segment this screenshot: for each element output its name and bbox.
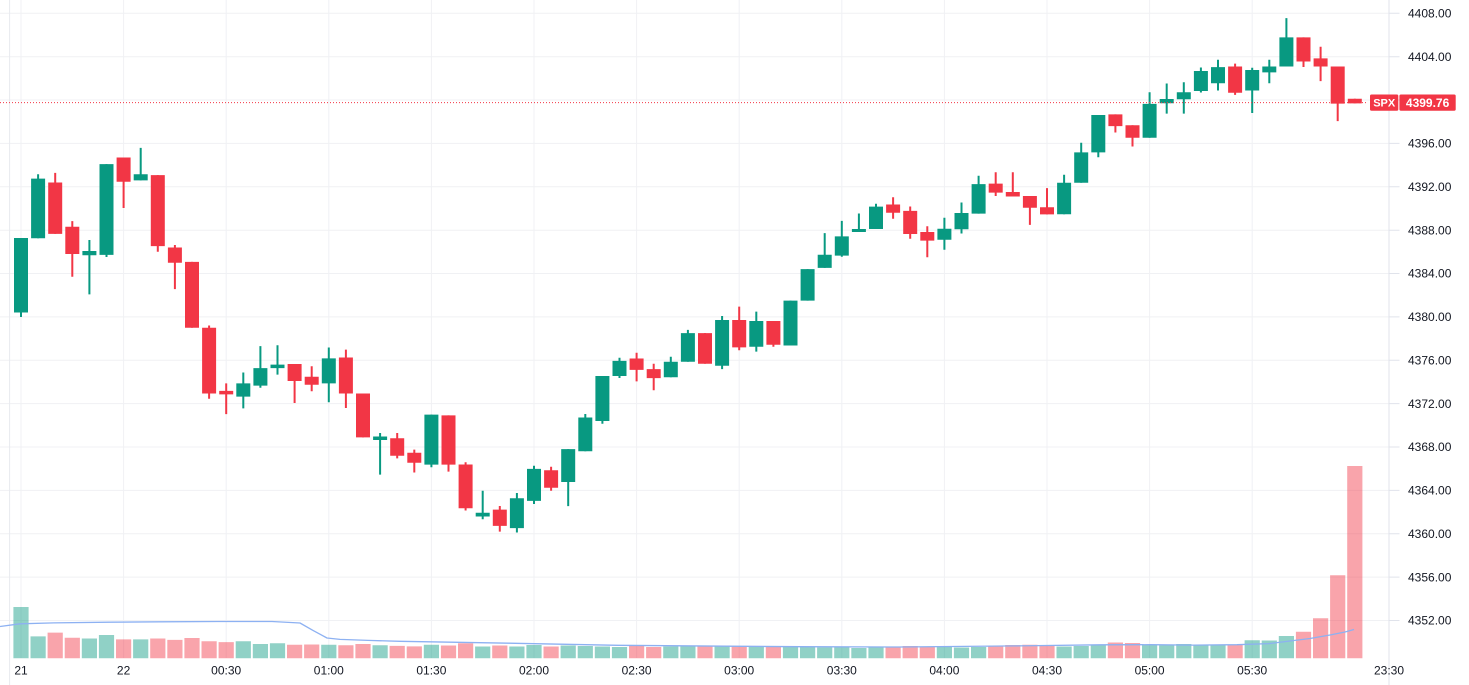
svg-text:00:30: 00:30	[211, 664, 241, 678]
svg-text:4384.00: 4384.00	[1408, 267, 1452, 281]
svg-text:4360.00: 4360.00	[1408, 527, 1452, 541]
svg-text:05:00: 05:00	[1135, 664, 1165, 678]
svg-text:02:30: 02:30	[622, 664, 652, 678]
svg-text:01:00: 01:00	[314, 664, 344, 678]
svg-text:04:00: 04:00	[929, 664, 959, 678]
svg-text:21: 21	[14, 664, 28, 678]
svg-text:4380.00: 4380.00	[1408, 310, 1452, 324]
svg-text:4388.00: 4388.00	[1408, 223, 1452, 237]
svg-text:22: 22	[117, 664, 131, 678]
svg-text:03:00: 03:00	[724, 664, 754, 678]
svg-text:4372.00: 4372.00	[1408, 397, 1452, 411]
svg-text:04:30: 04:30	[1032, 664, 1062, 678]
svg-text:4396.00: 4396.00	[1408, 137, 1452, 151]
svg-text:4399.76: 4399.76	[1406, 96, 1450, 110]
svg-text:23:30: 23:30	[1374, 664, 1404, 678]
svg-text:4376.00: 4376.00	[1408, 354, 1452, 368]
svg-text:4392.00: 4392.00	[1408, 180, 1452, 194]
svg-text:4408.00: 4408.00	[1408, 7, 1452, 21]
svg-text:03:30: 03:30	[827, 664, 857, 678]
svg-text:01:30: 01:30	[416, 664, 446, 678]
svg-text:SPX: SPX	[1373, 98, 1396, 110]
svg-text:4356.00: 4356.00	[1408, 570, 1452, 584]
svg-text:4364.00: 4364.00	[1408, 484, 1452, 498]
svg-text:05:30: 05:30	[1237, 664, 1267, 678]
svg-text:02:00: 02:00	[519, 664, 549, 678]
svg-text:4352.00: 4352.00	[1408, 614, 1452, 628]
svg-text:4368.00: 4368.00	[1408, 440, 1452, 454]
svg-text:4404.00: 4404.00	[1408, 50, 1452, 64]
